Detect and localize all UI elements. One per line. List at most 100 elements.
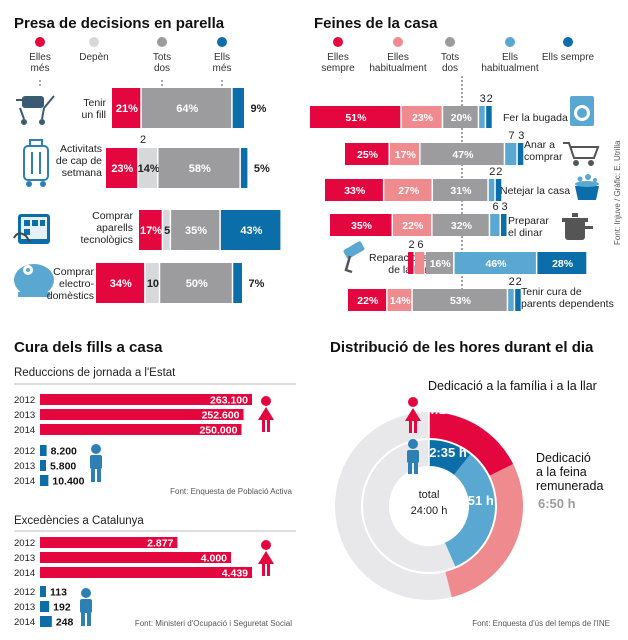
value-label-fer-la-bugada-ells-sempre: 2 <box>487 93 493 105</box>
decision-bars: 21% 64% 9% 23% 14% 58% 5% 17% 5 35% 43% 34% 10 50% 7% <box>96 88 281 303</box>
tablet-icon <box>13 214 50 244</box>
year-label-dones-2014: 2014 <box>14 425 35 436</box>
donut-slice-dones-feina <box>445 464 523 598</box>
toaster-icon <box>14 264 54 297</box>
label-feina-line2: a la feina <box>536 465 587 479</box>
legend-label-elles-sempre: Elles sempre <box>321 52 355 74</box>
year-label-dones-2013: 2013 <box>14 410 35 421</box>
bar-reparacions-de-la-llar-ells-habitualment <box>454 252 536 274</box>
bar-activitats-de-cap-de-setmana-elles-mes <box>106 148 138 188</box>
legend-label-tots-dos: Tots dos <box>153 52 171 74</box>
value-label-tenir-cura-de-parents-dependents-tots-dos: 53% <box>450 295 472 307</box>
bar-anar-a-comprar-elles-habitualment <box>390 143 420 165</box>
label-dedicacio-feina: Dedicació a la feina remunerada <box>536 451 603 493</box>
bar-anar-a-comprar-tots-dos <box>420 143 504 165</box>
value-label-fer-la-bugada-elles-sempre: 51% <box>345 112 367 124</box>
donut-slice-homes-feina <box>444 454 496 567</box>
panel1-legend: Elles més Depèn Tots dos Ells més <box>29 37 231 88</box>
legend-swatch-depen <box>89 37 99 47</box>
bar-preparar-el-dinar-ells-habitualment <box>490 214 500 236</box>
year-label-homes-2014: 2014 <box>14 617 35 628</box>
bar-reduccions-de-jornada-a-l-estat-homes-2012 <box>40 445 47 456</box>
donut-slice-homes-familia <box>429 440 471 475</box>
decision-label-electrodomestics: Comprar electro-domèstics <box>47 266 95 302</box>
legend-label-elles-habit: Elles habitualment <box>369 52 426 74</box>
bar-anar-a-comprar-ells-habitualment <box>505 143 517 165</box>
bar-fer-la-bugada-tots-dos <box>443 106 478 128</box>
decision-label-tenir-fill: Tenir un fill <box>81 97 106 121</box>
decision-label-aparells: Comprar aparells tecnològics <box>80 210 133 246</box>
task-label-bugada: Fer la bugada <box>503 112 568 124</box>
value-label-netejar-la-casa-tots-dos: 31% <box>450 185 472 197</box>
decision-label-activitats: Activitats de cap de setmana <box>56 143 102 179</box>
value-label-comprar-aparells-tecnologics-elles-mes: 17% <box>140 225 162 237</box>
year-label-homes-2013: 2013 <box>14 602 35 613</box>
panel2-title: Feines de la casa <box>314 15 438 32</box>
bar-reduccions-de-jornada-a-l-estat-dones-2012 <box>40 394 252 405</box>
bar-reparacions-de-la-llar-tots-dos <box>425 252 454 274</box>
bar-reduccions-de-jornada-a-l-estat-dones-2014 <box>40 424 242 435</box>
bar-tenir-cura-de-parents-dependents-ells-habitualment <box>508 289 514 311</box>
panel-childcare: Cura dels fills a casa Reduccions de jor… <box>14 339 296 629</box>
suitcase-icon <box>23 139 49 187</box>
value-label-tenir-cura-de-parents-dependents-elles-habitualment: 14% <box>390 295 412 307</box>
bar-preparar-el-dinar-elles-sempre <box>330 214 392 236</box>
value-reduccions-de-jornada-a-l-estat-homes-2013: 5.800 <box>50 461 76 473</box>
value-excedencies-a-catalunya-dones-2012: 2.877 <box>147 538 173 550</box>
value-feina-dones: 6:50 h <box>538 496 576 511</box>
bar-tenir-un-fill-tots-dos <box>141 88 232 128</box>
value-label-reparacions-de-la-llar-ells-sempre: 28% <box>552 258 574 270</box>
year-label-dones-2014: 2014 <box>14 568 35 579</box>
cleaning-bucket-icon <box>575 174 599 200</box>
man-icon <box>80 588 92 626</box>
donut-total-label: total <box>419 489 440 501</box>
value-label-reparacions-de-la-llar-ells-habitualment: 46% <box>485 258 507 270</box>
bar-activitats-de-cap-de-setmana-depen <box>138 148 158 188</box>
bar-fer-la-bugada-ells-sempre <box>486 106 492 128</box>
bar-reparacions-de-la-llar-ells-sempre <box>537 252 587 274</box>
value-label-fer-la-bugada-tots-dos: 20% <box>451 112 473 124</box>
legend-label-ells-sempre: Ells sempre <box>542 52 595 63</box>
value-label-activitats-de-cap-de-setmana-depen: 14% <box>138 163 160 175</box>
bar-tenir-un-fill-ells-mes <box>232 88 244 128</box>
legend-label-ells-habit: Ells habitualment <box>481 52 538 74</box>
task-label-parents: Tenir cura de parents dependents <box>521 286 614 310</box>
year-label-homes-2012: 2012 <box>14 446 35 457</box>
year-label-dones-2012: 2012 <box>14 395 35 406</box>
legend-swatch-ells-sempre <box>563 37 573 47</box>
label-feina-line1: Dedicació <box>536 451 591 465</box>
legend-label-ells-mes: Ells més <box>213 52 232 74</box>
panel1-title: Presa de decisions en parella <box>14 15 225 32</box>
value-label-tenir-un-fill-tots-dos: 64% <box>176 103 198 115</box>
value-excedencies-a-catalunya-dones-2013: 4.000 <box>201 553 227 565</box>
bar-excedencies-a-catalunya-dones-2014 <box>40 567 252 578</box>
value-label-anar-a-comprar-elles-sempre: 25% <box>357 149 379 161</box>
year-label-dones-2012: 2012 <box>14 538 35 549</box>
donut-label-dones-familia: 4:14 h <box>427 402 465 417</box>
bar-excedencies-a-catalunya-dones-2012 <box>40 537 178 548</box>
value-label-comprar-electrodomestics-depen: 10 <box>147 278 159 290</box>
bar-netejar-la-casa-tots-dos <box>433 179 488 201</box>
value-label-comprar-electrodomestics-ells-mes: 7% <box>248 278 264 290</box>
housework-bars: 51% 23% 20%3 225% 17% 47%7 333% 27% 31%2 235% 22% 3… <box>310 93 587 311</box>
value-label-reparacions-de-la-llar-tots-dos: 16% <box>430 258 452 270</box>
value-label-fer-la-bugada-elles-habitualment: 23% <box>412 112 434 124</box>
value-label-activitats-de-cap-de-setmana-tots-dos: 58% <box>189 163 211 175</box>
value-label-preparar-el-dinar-ells-habitualment: 6 <box>493 201 499 213</box>
task-label-netejar: Netejar la casa <box>500 185 570 197</box>
donut-center <box>389 466 469 546</box>
value-reduccions-de-jornada-a-l-estat-dones-2012: 263.100 <box>210 395 248 407</box>
label-feina-line3: remunerada <box>536 479 603 493</box>
value-label-preparar-el-dinar-elles-habitualment: 22% <box>402 220 424 232</box>
legend-label-elles-mes: Elles més <box>29 52 51 74</box>
value-label-tenir-cura-de-parents-dependents-ells-habitualment: 2 <box>509 276 515 288</box>
section-title-reduccions: Reduccions de jornada a l'Estat <box>14 367 176 379</box>
value-excedencies-a-catalunya-dones-2014: 4.439 <box>222 568 248 580</box>
bar-netejar-la-casa-elles-sempre <box>325 179 383 201</box>
task-label-comprar: Anar a comprar <box>524 139 563 163</box>
bar-comprar-electrodomestics-depen <box>145 263 159 303</box>
bar-comprar-aparells-tecnologics-tots-dos <box>171 210 220 250</box>
value-label-fer-la-bugada-ells-habitualment: 3 <box>480 93 486 105</box>
value-label-preparar-el-dinar-elles-sempre: 35% <box>351 220 373 232</box>
